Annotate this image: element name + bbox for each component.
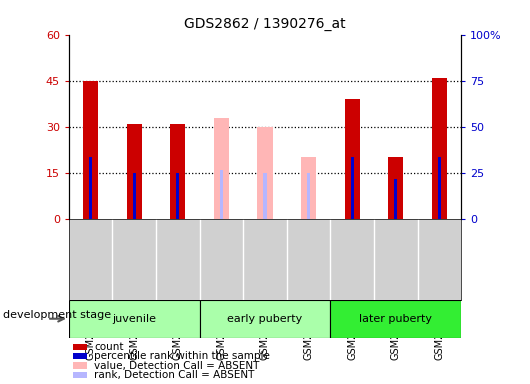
Bar [127, 124, 142, 219]
Text: later puberty: later puberty [359, 314, 432, 324]
Bar [307, 173, 310, 219]
Bar [432, 78, 447, 219]
Text: juvenile: juvenile [112, 314, 156, 324]
Bar [388, 157, 403, 219]
Bar [200, 300, 330, 338]
Bar [263, 173, 267, 219]
Bar [69, 300, 200, 338]
Bar [170, 124, 185, 219]
Text: percentile rank within the sample: percentile rank within the sample [94, 351, 270, 361]
Text: early puberty: early puberty [227, 314, 303, 324]
Bar [73, 372, 86, 378]
Text: rank, Detection Call = ABSENT: rank, Detection Call = ABSENT [94, 370, 255, 380]
Bar [132, 173, 136, 219]
Bar [73, 362, 86, 369]
Text: count: count [94, 342, 124, 352]
Bar [83, 81, 99, 219]
Bar [176, 173, 179, 219]
Bar [214, 118, 229, 219]
Bar [258, 127, 272, 219]
Bar [351, 157, 354, 219]
Bar [301, 157, 316, 219]
Text: value, Detection Call = ABSENT: value, Detection Call = ABSENT [94, 361, 260, 371]
Bar [394, 179, 398, 219]
Bar [220, 170, 223, 219]
Bar [73, 353, 86, 359]
Title: GDS2862 / 1390276_at: GDS2862 / 1390276_at [184, 17, 346, 31]
Bar [89, 157, 92, 219]
Bar [344, 99, 360, 219]
Bar [73, 344, 86, 350]
Text: development stage: development stage [3, 310, 111, 320]
Bar [438, 157, 441, 219]
Bar [330, 300, 461, 338]
